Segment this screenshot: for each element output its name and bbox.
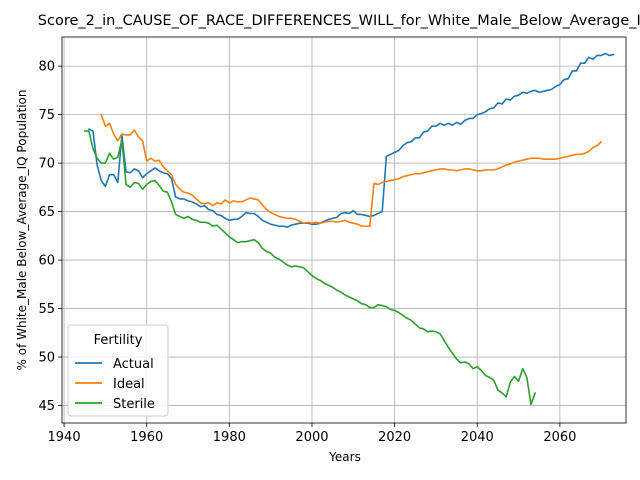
legend: Fertility Actual Ideal Sterile (67, 324, 169, 417)
series-line-actual (88, 52, 615, 228)
y-tick-label: 50 (38, 351, 55, 366)
y-tick-label: 70 (38, 157, 55, 172)
y-tick-label: 45 (38, 399, 55, 414)
legend-label-actual: Actual (113, 357, 154, 372)
plot-frame (61, 36, 627, 424)
legend-label-ideal: Ideal (113, 377, 145, 392)
y-tick-label: 80 (38, 60, 55, 75)
y-tick-label: 55 (38, 302, 55, 317)
series-line-ideal (100, 113, 603, 227)
legend-box (67, 324, 169, 417)
y-tick-label: 65 (38, 205, 55, 220)
plot-series (83, 52, 615, 406)
axis-ticks: 1940 1960 1980 2000 2020 2040 2060 45 50 55 60 65 70… (38, 60, 576, 445)
chart-title: Score_2_in_CAUSE_OF_RACE_DIFFERENCES_WIL… (38, 13, 640, 29)
x-tick-label: 1940 (48, 430, 81, 445)
legend-entries: Actual Ideal Sterile (75, 357, 155, 412)
x-tick-label: 2060 (543, 430, 576, 445)
x-axis-label: Years (328, 450, 361, 464)
legend-title: Fertility (94, 333, 143, 348)
legend-label-sterile: Sterile (113, 397, 155, 412)
x-tick-label: 2040 (461, 430, 494, 445)
x-tick-label: 1960 (130, 430, 163, 445)
y-tick-label: 60 (38, 254, 55, 269)
x-tick-label: 2020 (378, 430, 411, 445)
y-tick-label: 75 (38, 108, 55, 123)
y-axis-label: % of White_Male Below_Average_IQ Populat… (15, 90, 29, 371)
x-tick-label: 2000 (295, 430, 328, 445)
series-line-sterile (83, 130, 536, 406)
x-tick-label: 1980 (213, 430, 246, 445)
